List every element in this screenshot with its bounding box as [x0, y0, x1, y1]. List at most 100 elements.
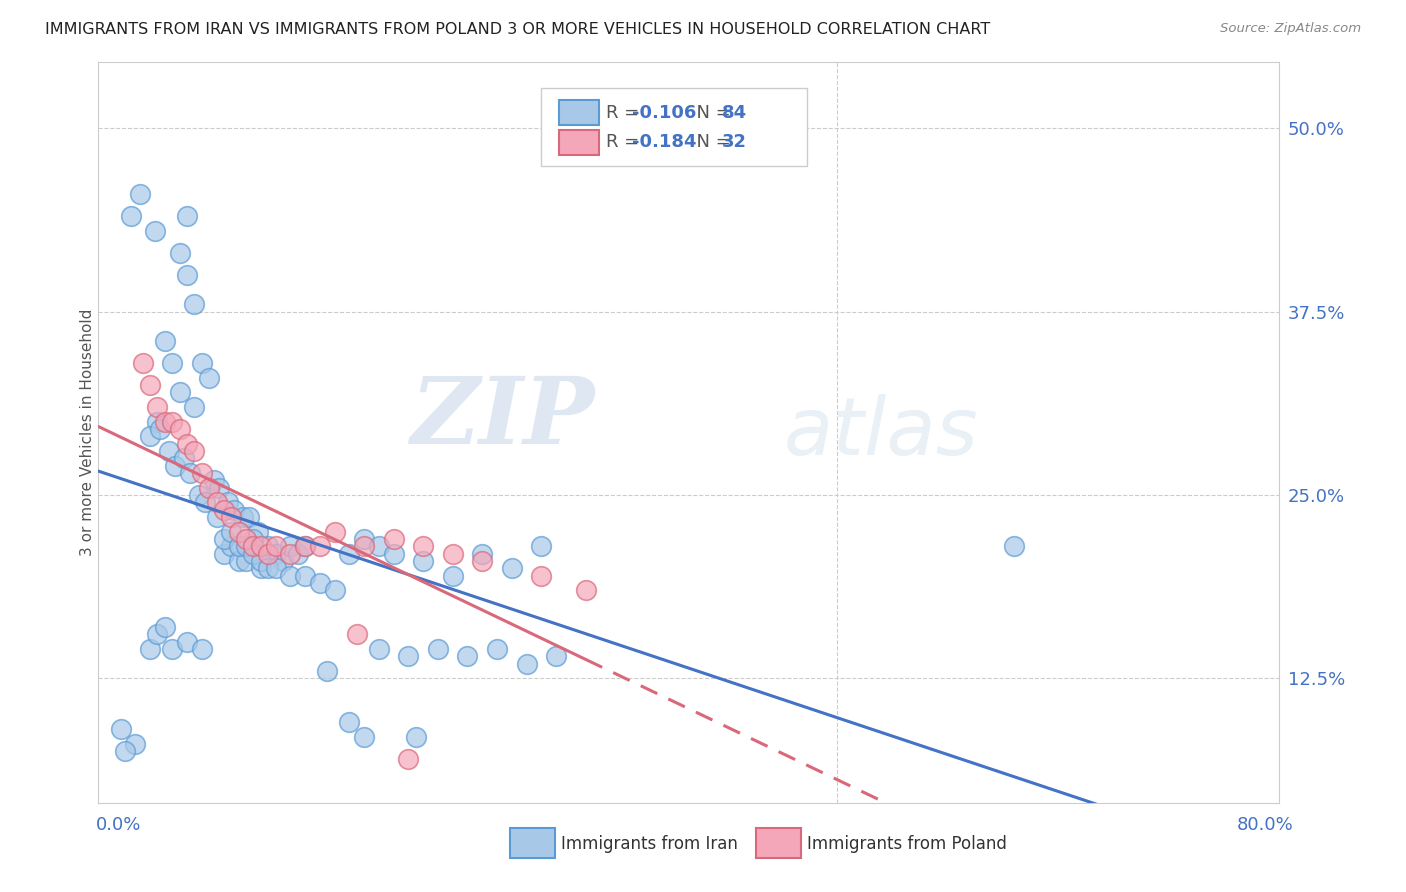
Text: atlas: atlas	[783, 393, 979, 472]
Point	[471, 554, 494, 568]
Point	[191, 466, 214, 480]
Point	[353, 532, 375, 546]
Point	[139, 641, 162, 656]
Text: 80.0%: 80.0%	[1237, 816, 1294, 834]
Point	[235, 554, 257, 568]
Point	[157, 444, 180, 458]
Point	[198, 481, 221, 495]
Text: N =: N =	[685, 134, 737, 152]
Point	[128, 187, 150, 202]
Point	[212, 502, 235, 516]
Point	[221, 539, 243, 553]
Point	[264, 547, 287, 561]
Point	[398, 649, 420, 664]
Point	[382, 532, 405, 546]
Point	[353, 730, 375, 744]
FancyBboxPatch shape	[541, 88, 807, 166]
Point	[294, 568, 316, 582]
Y-axis label: 3 or more Vehicles in Household: 3 or more Vehicles in Household	[80, 309, 94, 557]
Point	[198, 370, 221, 384]
Point	[232, 510, 254, 524]
Point	[250, 554, 273, 568]
Point	[176, 210, 198, 224]
Point	[530, 539, 553, 553]
Point	[250, 539, 273, 553]
Point	[183, 400, 205, 414]
Point	[143, 224, 166, 238]
Point	[205, 495, 228, 509]
Point	[339, 715, 361, 730]
Text: -0.106: -0.106	[633, 103, 696, 122]
Point	[191, 641, 214, 656]
FancyBboxPatch shape	[560, 100, 599, 126]
Point	[221, 524, 243, 539]
Point	[309, 575, 332, 590]
Point	[368, 539, 391, 553]
Point	[183, 444, 205, 458]
Point	[110, 723, 132, 737]
Point	[169, 246, 191, 260]
Text: 32: 32	[723, 134, 747, 152]
Point	[242, 539, 264, 553]
Text: Immigrants from Iran: Immigrants from Iran	[561, 835, 738, 853]
Point	[309, 539, 332, 553]
Point	[146, 627, 169, 641]
Point	[235, 532, 257, 546]
Point	[427, 641, 450, 656]
Point	[153, 620, 176, 634]
Point	[212, 532, 235, 546]
Text: Immigrants from Poland: Immigrants from Poland	[807, 835, 1007, 853]
Point	[346, 627, 368, 641]
Point	[501, 561, 523, 575]
Text: R =: R =	[606, 103, 645, 122]
Point	[323, 524, 346, 539]
Point	[165, 458, 187, 473]
Point	[530, 568, 553, 582]
Point	[257, 539, 280, 553]
Point	[441, 568, 464, 582]
Point	[238, 510, 260, 524]
Point	[183, 297, 205, 311]
Text: -0.184: -0.184	[633, 134, 697, 152]
Point	[162, 356, 183, 370]
Point	[235, 539, 257, 553]
Point	[546, 649, 568, 664]
Point	[353, 539, 375, 553]
Point	[398, 752, 420, 766]
Point	[194, 495, 217, 509]
Point	[153, 415, 176, 429]
Point	[280, 547, 302, 561]
Text: N =: N =	[685, 103, 737, 122]
Point	[228, 554, 250, 568]
Point	[257, 561, 280, 575]
Point	[217, 495, 239, 509]
Point	[132, 356, 155, 370]
Point	[486, 641, 509, 656]
Point	[176, 268, 198, 282]
Point	[250, 561, 273, 575]
Text: R =: R =	[606, 134, 645, 152]
Point	[441, 547, 464, 561]
Point	[575, 583, 598, 598]
Point	[124, 737, 146, 751]
Point	[242, 532, 264, 546]
Point	[176, 436, 198, 450]
Point	[205, 510, 228, 524]
Point	[280, 539, 302, 553]
Point	[339, 547, 361, 561]
Point	[246, 524, 269, 539]
Text: IMMIGRANTS FROM IRAN VS IMMIGRANTS FROM POLAND 3 OR MORE VEHICLES IN HOUSEHOLD C: IMMIGRANTS FROM IRAN VS IMMIGRANTS FROM …	[45, 22, 990, 37]
Point	[169, 385, 191, 400]
Point	[120, 210, 142, 224]
Point	[173, 451, 195, 466]
Point	[471, 547, 494, 561]
Point	[139, 378, 162, 392]
Point	[149, 422, 172, 436]
Point	[146, 415, 169, 429]
Point	[202, 473, 225, 487]
Text: ZIP: ZIP	[411, 373, 595, 463]
FancyBboxPatch shape	[560, 130, 599, 155]
Point	[242, 547, 264, 561]
Point	[114, 744, 136, 758]
Point	[405, 730, 427, 744]
